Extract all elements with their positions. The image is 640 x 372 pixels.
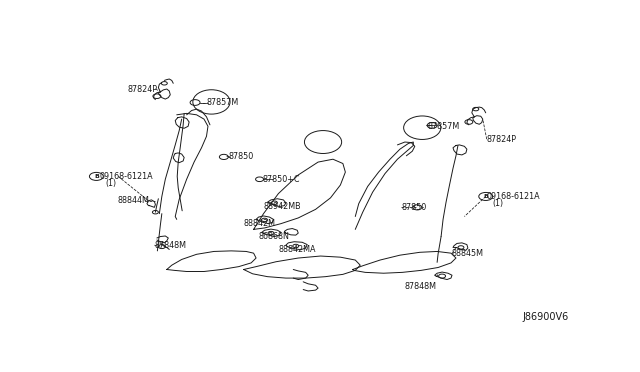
Text: 88842M: 88842M — [244, 219, 276, 228]
Text: 87824P: 87824P — [486, 135, 516, 144]
Text: (1): (1) — [106, 179, 117, 188]
Text: 87850: 87850 — [401, 203, 427, 212]
Text: 87850: 87850 — [229, 152, 254, 161]
Text: 86868N: 86868N — [259, 232, 289, 241]
Text: 87848M: 87848M — [405, 282, 437, 291]
Text: 87824P: 87824P — [127, 84, 157, 93]
Text: 88844M: 88844M — [117, 196, 149, 205]
Text: 87857M: 87857M — [428, 122, 460, 131]
Text: 88845M: 88845M — [452, 249, 484, 258]
Text: 09168-6121A: 09168-6121A — [100, 172, 154, 181]
Text: B: B — [483, 194, 488, 199]
Text: 88842MA: 88842MA — [278, 245, 316, 254]
Text: J86900V6: J86900V6 — [522, 312, 568, 322]
Text: 87848M: 87848M — [154, 241, 186, 250]
Text: 88942MB: 88942MB — [264, 202, 301, 211]
Text: B: B — [94, 174, 99, 179]
Text: (1): (1) — [493, 199, 504, 208]
Text: 87857M: 87857M — [207, 98, 239, 107]
Text: 87850+C: 87850+C — [262, 175, 300, 184]
Text: 09168-6121A: 09168-6121A — [486, 192, 540, 201]
